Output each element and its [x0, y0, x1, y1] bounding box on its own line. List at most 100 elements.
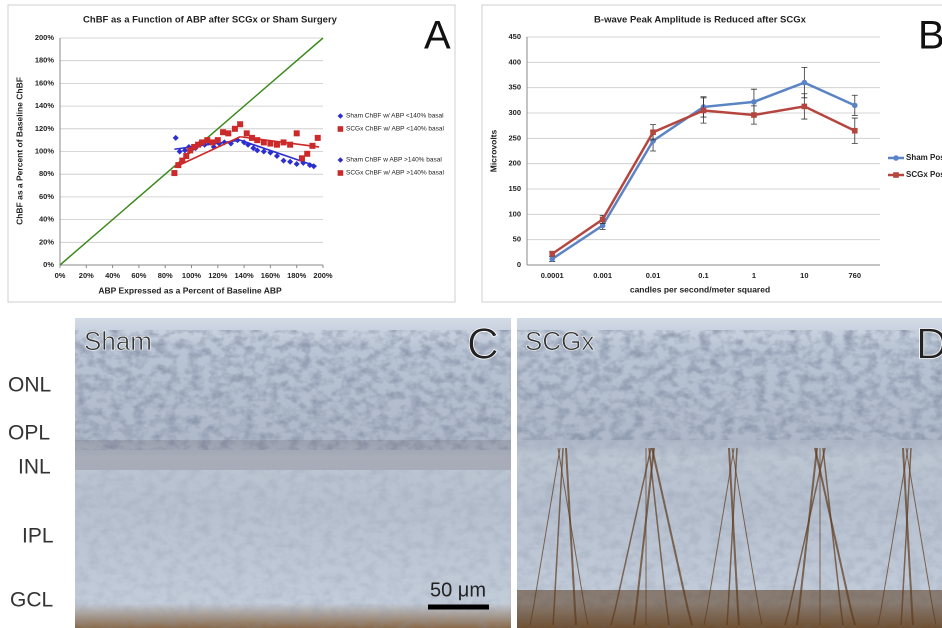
x-tick-label: 0.01 — [646, 271, 661, 280]
legend-label: Sham Post — [906, 153, 942, 162]
legend-label: SCGx Post — [906, 170, 942, 179]
y-tick-label: 350 — [508, 83, 521, 92]
point — [243, 130, 250, 137]
point — [801, 79, 808, 86]
dendrite — [529, 447, 561, 626]
micrograph — [517, 318, 942, 628]
y-tick-label: 100% — [35, 146, 55, 155]
dendrite — [822, 447, 844, 626]
dendrite — [877, 447, 909, 626]
dendrite — [731, 447, 763, 626]
y-tick-label: 0 — [517, 260, 521, 269]
panel-letter: A — [424, 14, 451, 58]
y-tick-label: 120% — [35, 124, 55, 133]
y-tick-label: 0% — [43, 260, 54, 269]
point — [314, 134, 321, 141]
layer-label: OPL — [8, 422, 50, 445]
dendrite — [557, 447, 589, 626]
y-tick-label: 250 — [508, 133, 521, 142]
micrograph — [75, 318, 511, 628]
x-tick-label: 760 — [849, 271, 862, 280]
scale-label: 50 μm — [430, 579, 486, 601]
point — [298, 155, 305, 162]
x-tick-label: 0.0001 — [541, 271, 564, 280]
point — [187, 147, 194, 154]
legend-marker — [893, 172, 899, 178]
y-tick-label: 450 — [508, 32, 521, 41]
x-tick-label: 0.1 — [698, 271, 708, 280]
chart-title: ChBF as a Function of ABP after SCGx or … — [83, 15, 338, 26]
x-tick-label: 0% — [55, 271, 66, 280]
y-tick-label: 400 — [508, 57, 521, 66]
dendrite — [728, 447, 740, 626]
x-tick-label: 20% — [79, 271, 94, 280]
point — [599, 216, 606, 223]
x-tick-label: 40% — [105, 271, 120, 280]
legend-marker — [337, 157, 344, 163]
dendrite — [633, 447, 655, 626]
dendrite — [726, 447, 738, 626]
dendrite — [784, 447, 826, 626]
point — [287, 158, 294, 165]
legend-marker — [337, 170, 344, 176]
legend-label: SCGx ChBF w/ ABP >140% basal — [346, 170, 445, 177]
point — [549, 256, 556, 262]
x-tick-label: 140% — [235, 271, 255, 280]
y-tick-label: 200 — [508, 159, 521, 168]
point — [293, 160, 300, 167]
point — [260, 148, 267, 155]
point — [751, 112, 757, 118]
point — [801, 103, 808, 110]
y-tick-label: 20% — [39, 237, 54, 246]
y-tick-label: 60% — [39, 192, 54, 201]
x-tick-label: 0.001 — [593, 271, 612, 280]
x-tick-label: 10 — [800, 271, 808, 280]
x-tick-label: 200% — [313, 271, 333, 280]
micrograph-label: Sham — [84, 326, 152, 356]
x-tick-label: 120% — [208, 271, 228, 280]
legend-label: SCGx ChBF w/ ABP <140% basal — [346, 126, 445, 133]
x-axis-label: ABP Expressed as a Percent of Baseline A… — [98, 285, 282, 295]
point — [176, 148, 183, 155]
dendrite — [796, 447, 818, 626]
panel-frame — [7, 4, 456, 303]
micrograph-label: SCGx — [525, 326, 594, 356]
point — [195, 141, 202, 148]
point — [700, 107, 707, 114]
dendrite — [703, 447, 735, 626]
x-tick-label: 80% — [158, 271, 173, 280]
point — [287, 141, 294, 148]
point — [204, 137, 211, 144]
point — [851, 127, 858, 134]
dendrite — [814, 447, 856, 626]
x-tick-label: 100% — [182, 271, 202, 280]
x-tick-label: 160% — [261, 271, 281, 280]
y-tick-label: 200% — [35, 33, 55, 42]
point — [181, 147, 188, 154]
point — [237, 121, 244, 128]
chart-title: B-wave Peak Amplitude is Reduced after S… — [594, 15, 807, 26]
point — [851, 102, 858, 109]
y-tick-label: 140% — [35, 101, 55, 110]
y-axis-label: ChBF as a Percent of Baseline ChBF — [14, 77, 24, 225]
panel-frame — [481, 4, 942, 303]
point — [267, 140, 274, 147]
trend-line — [174, 136, 241, 169]
y-tick-label: 300 — [508, 108, 521, 117]
point — [254, 137, 261, 144]
dendrite — [902, 447, 914, 626]
y-tick-label: 160% — [35, 78, 55, 87]
dendrite — [610, 447, 652, 626]
point — [260, 139, 267, 146]
point — [250, 145, 257, 152]
point — [280, 157, 287, 164]
legend-label: Sham ChBF w/ ABP <140% basal — [346, 113, 444, 120]
point — [183, 153, 190, 160]
dendrite — [651, 447, 693, 626]
x-axis-label: candles per second/meter squared — [630, 284, 770, 294]
y-tick-label: 40% — [39, 215, 54, 224]
point — [549, 251, 556, 257]
dendrite — [552, 447, 564, 626]
point — [220, 129, 227, 136]
trend-line — [239, 139, 317, 168]
